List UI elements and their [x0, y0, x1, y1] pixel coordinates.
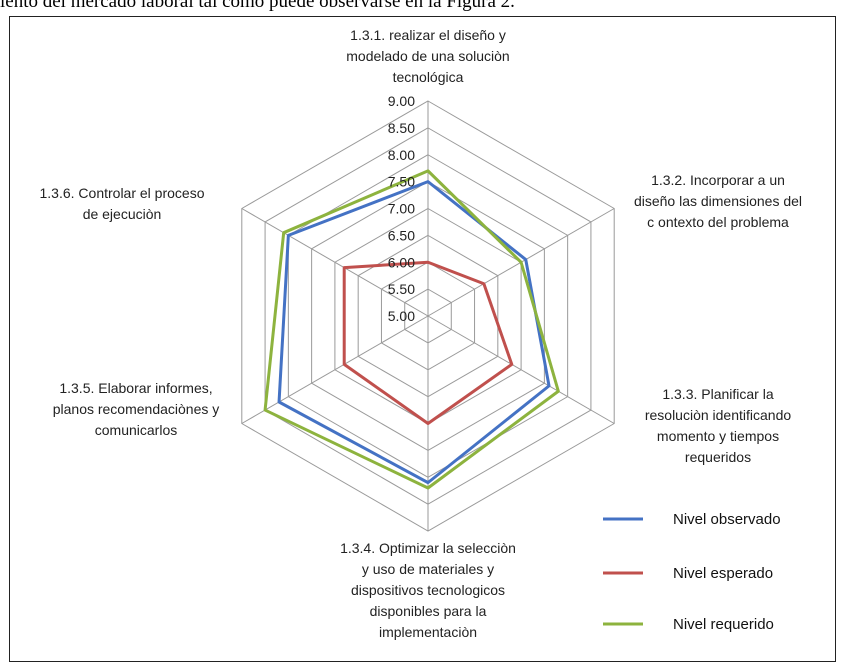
axis-label-5: 1.3.5. Elaborar informes,	[59, 380, 212, 396]
axis-label-4: implementaciòn	[379, 624, 477, 640]
axis-label-1: 1.3.1. realizar el diseño y	[350, 27, 506, 43]
tick-label: 9.00	[388, 93, 415, 109]
axis-label-4: 1.3.4. Optimizar la selecciòn	[340, 540, 516, 556]
axis-label-2: diseño las dimensiones del	[634, 193, 802, 209]
axis-label-5: planos recomendaciònes y	[53, 401, 220, 417]
tick-label: 7.00	[388, 201, 415, 217]
axis-label-4: y uso de materiales y	[362, 561, 494, 577]
grid-spoke	[241, 208, 429, 317]
axis-label-1: modelado de una soluciòn	[346, 48, 509, 64]
legend-label-2: Nivel esperado	[673, 565, 773, 582]
tick-label: 8.00	[388, 147, 415, 163]
axis-label-4: dispositivos tecnologicos	[351, 582, 505, 598]
legend-label-3: Nivel requerido	[673, 616, 774, 633]
axis-label-2: 1.3.2. Incorporar a un	[651, 172, 785, 188]
tick-label: 6.00	[388, 254, 415, 270]
axis-label-3: resoluciòn identificando	[645, 407, 792, 423]
axis-label-4: disponibles para la	[370, 603, 487, 619]
tick-label: 8.50	[388, 120, 415, 136]
axis-label-3: requeridos	[685, 449, 751, 465]
axis-label-2: c ontexto del problema	[647, 214, 789, 230]
tick-label: 5.00	[388, 308, 415, 324]
tick-label: 5.50	[388, 281, 415, 297]
grid-spoke	[241, 315, 429, 424]
series-line-1	[277, 180, 551, 485]
axis-label-5: comunicarlos	[95, 422, 177, 438]
tick-label: 6.50	[388, 227, 415, 243]
axis-label-6: 1.3.6. Controlar el proceso	[40, 185, 205, 201]
series-line-3	[263, 169, 560, 490]
axis-label-3: momento y tiempos	[657, 428, 779, 444]
series-line-2	[342, 260, 514, 425]
axis-label-3: 1.3.3. Planificar la	[662, 386, 773, 402]
axis-label-6: de ejecuciòn	[83, 206, 162, 222]
caption-text: iento del mercado laboral tal como puede…	[0, 0, 515, 12]
grid-spoke	[427, 315, 615, 424]
axis-label-1: tecnológica	[393, 69, 464, 85]
tick-label: 7.50	[388, 174, 415, 190]
legend-label-1: Nivel observado	[673, 511, 781, 528]
